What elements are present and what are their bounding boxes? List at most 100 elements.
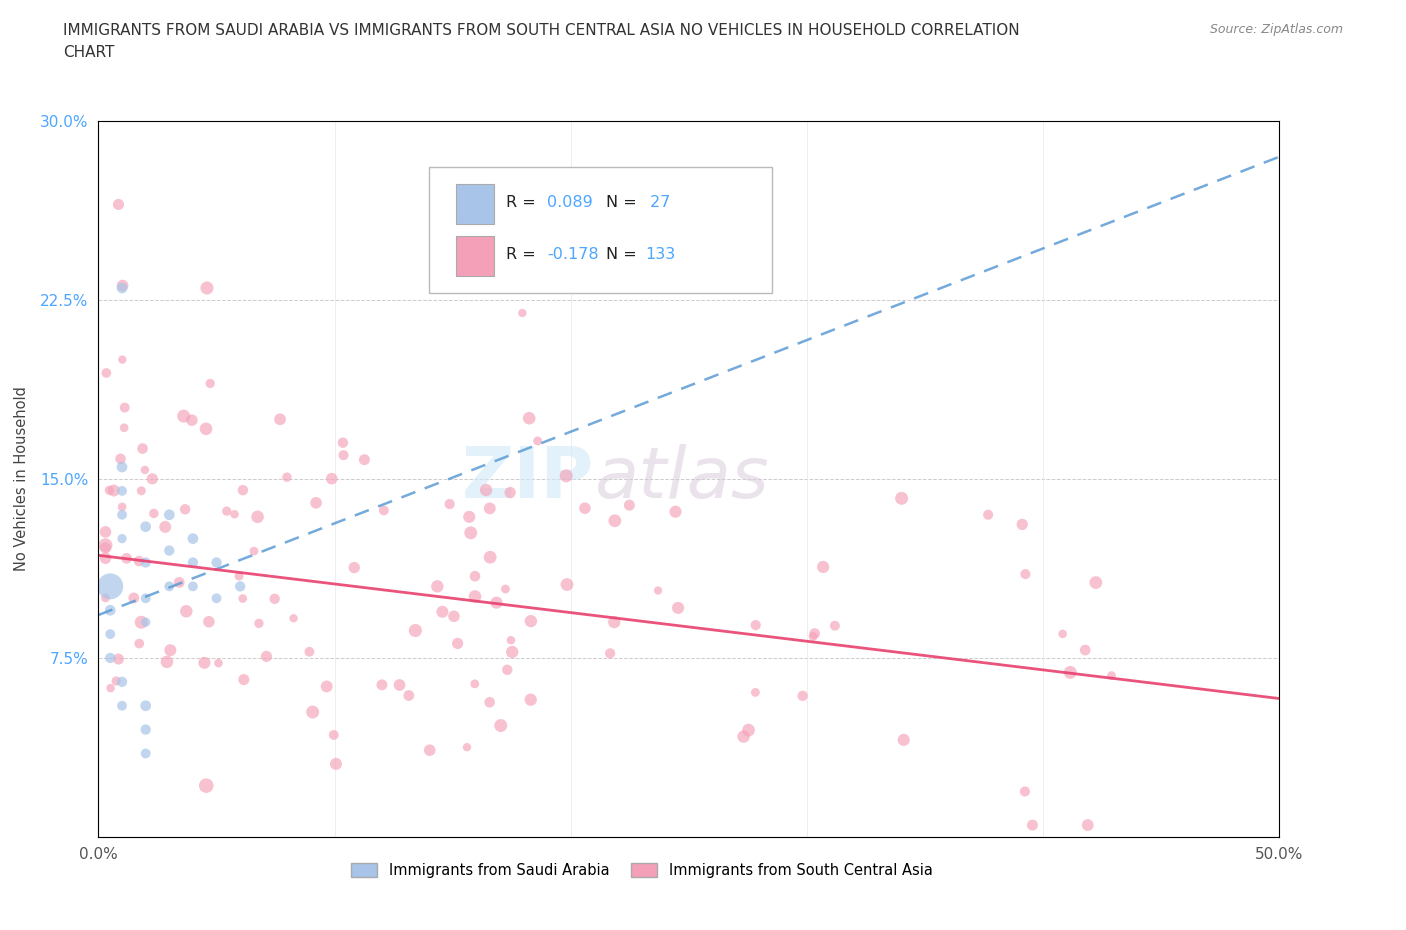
Point xyxy=(247,616,270,631)
Point xyxy=(520,614,543,629)
Text: -0.178: -0.178 xyxy=(547,246,599,261)
Point xyxy=(792,688,814,703)
Point xyxy=(574,500,596,515)
Text: 133: 133 xyxy=(645,246,675,261)
Point xyxy=(232,591,254,606)
Point xyxy=(115,551,138,565)
Point xyxy=(94,591,117,605)
Point xyxy=(456,739,478,754)
Point xyxy=(98,578,121,594)
Point xyxy=(501,644,523,659)
Point xyxy=(332,447,354,462)
Point xyxy=(111,508,134,523)
Point xyxy=(156,655,179,670)
Point xyxy=(371,677,394,692)
FancyBboxPatch shape xyxy=(457,184,494,223)
Point xyxy=(243,544,266,559)
Point xyxy=(1101,668,1123,683)
Point xyxy=(458,510,481,525)
Point xyxy=(159,643,181,658)
Text: CHART: CHART xyxy=(63,45,115,60)
Point xyxy=(619,498,641,512)
Point xyxy=(134,462,156,477)
Point xyxy=(1084,575,1107,590)
Point xyxy=(111,459,134,474)
Point xyxy=(107,197,129,212)
Point xyxy=(977,508,1000,523)
Point xyxy=(489,718,512,733)
Point xyxy=(603,615,626,630)
Point xyxy=(447,636,470,651)
Point xyxy=(110,451,132,466)
Point xyxy=(135,746,157,761)
Point xyxy=(193,656,215,671)
Point xyxy=(181,555,204,570)
Point xyxy=(215,504,238,519)
Point xyxy=(256,649,278,664)
Point xyxy=(373,503,395,518)
Point xyxy=(737,723,759,737)
Point xyxy=(135,591,157,605)
Point xyxy=(103,483,125,498)
Point xyxy=(111,531,134,546)
Point xyxy=(744,685,766,700)
Point xyxy=(733,729,755,744)
Point xyxy=(893,733,915,748)
Point xyxy=(479,550,502,565)
Point xyxy=(98,651,121,666)
Point xyxy=(526,433,548,448)
Point xyxy=(276,470,298,485)
Point xyxy=(111,281,134,296)
Point xyxy=(517,411,540,426)
Point xyxy=(1011,517,1033,532)
FancyBboxPatch shape xyxy=(429,167,772,293)
Point xyxy=(464,676,486,691)
Point xyxy=(460,525,482,540)
Point xyxy=(111,352,134,367)
Point xyxy=(485,595,508,610)
Point xyxy=(353,452,375,467)
Point xyxy=(94,551,117,565)
Text: N =: N = xyxy=(606,246,643,261)
Point xyxy=(1052,627,1074,642)
Point xyxy=(301,705,323,720)
Point xyxy=(494,581,516,596)
Point xyxy=(228,568,250,583)
Point xyxy=(224,507,246,522)
Point xyxy=(666,601,689,616)
Point xyxy=(343,560,366,575)
Point xyxy=(232,483,254,498)
Point xyxy=(135,615,157,630)
Point xyxy=(107,652,129,667)
Point xyxy=(98,603,121,618)
Text: R =: R = xyxy=(506,194,541,209)
Point xyxy=(232,672,254,687)
Point xyxy=(325,756,347,771)
Point xyxy=(1014,566,1036,581)
Point xyxy=(555,469,578,484)
Point xyxy=(432,604,454,619)
Point xyxy=(439,497,461,512)
Point xyxy=(94,538,117,552)
Point xyxy=(157,508,180,523)
Point xyxy=(195,778,218,793)
Point xyxy=(114,400,136,415)
Point xyxy=(1014,784,1036,799)
Point xyxy=(111,674,134,689)
Point xyxy=(1077,817,1099,832)
Text: atlas: atlas xyxy=(595,445,769,513)
Point xyxy=(128,636,150,651)
Point xyxy=(1021,817,1043,832)
Point xyxy=(464,589,486,604)
Point xyxy=(141,472,163,486)
Point xyxy=(207,656,229,671)
Point xyxy=(744,618,766,632)
Point xyxy=(803,626,825,641)
Text: 0.089: 0.089 xyxy=(547,194,593,209)
Point xyxy=(131,441,153,456)
Point xyxy=(664,504,686,519)
Point xyxy=(388,678,411,693)
Point xyxy=(128,553,150,568)
Point xyxy=(98,483,121,498)
Point xyxy=(180,413,202,428)
